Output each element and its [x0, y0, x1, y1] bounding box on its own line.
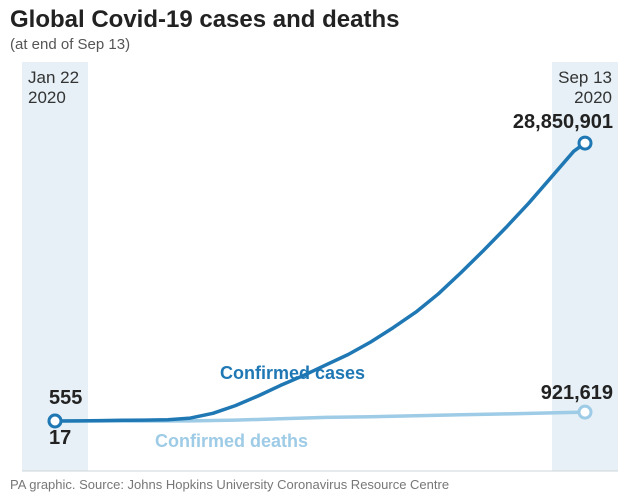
deaths-start-value: 17 — [49, 427, 71, 450]
deaths-end-value: 921,619 — [541, 382, 613, 405]
cases-start-value: 555 — [49, 387, 82, 410]
chart-container: { "title": "Global Covid-19 cases and de… — [0, 0, 640, 501]
chart-svg — [0, 0, 640, 501]
deaths-series-label: Confirmed deaths — [155, 431, 308, 452]
chart-source: PA graphic. Source: Johns Hopkins Univer… — [10, 477, 449, 492]
cases-series-label: Confirmed cases — [220, 363, 365, 384]
cases-end-value: 28,850,901 — [513, 111, 613, 134]
